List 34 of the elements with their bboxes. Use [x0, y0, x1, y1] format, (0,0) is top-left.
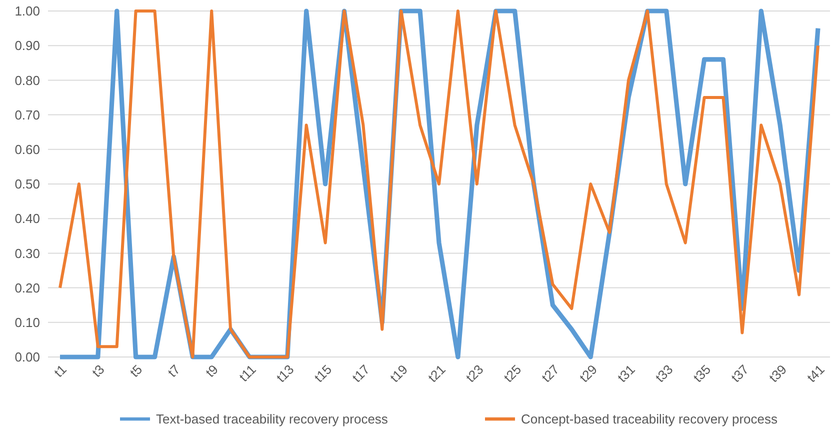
x-tick-label: t25	[500, 362, 524, 386]
x-tick-label: t29	[576, 362, 600, 386]
legend-label: Text-based traceability recovery process	[156, 412, 388, 427]
x-tick-label: t21	[424, 362, 448, 386]
y-tick-label: 0.90	[14, 38, 40, 54]
x-tick-label: t17	[349, 362, 373, 386]
y-tick-label: 0.80	[14, 72, 40, 88]
x-tick-label: t9	[202, 362, 221, 380]
x-tick-label: t3	[88, 362, 108, 380]
x-tick-label: t13	[273, 362, 297, 386]
y-tick-label: 0.40	[14, 211, 40, 226]
x-tick-label: t37	[728, 362, 752, 386]
x-tick-label: t7	[164, 362, 184, 380]
x-tick-label: t41	[804, 362, 828, 386]
y-tick-label: 0.30	[14, 246, 40, 261]
x-tick-label: t39	[766, 362, 790, 386]
x-tick-label: t5	[126, 362, 146, 380]
x-tick-label: t15	[311, 362, 335, 386]
x-tick-label: t1	[51, 362, 70, 380]
legend-label: Concept-based traceability recovery process	[521, 412, 778, 427]
y-tick-label: 0.60	[14, 142, 40, 157]
x-tick-label: t35	[690, 362, 714, 386]
y-tick-label: 0.20	[14, 280, 40, 296]
x-tick-label: t11	[236, 362, 259, 384]
x-tick-label: t27	[538, 362, 562, 386]
x-tick-label: t23	[462, 362, 486, 386]
y-tick-label: 1.00	[14, 4, 40, 19]
y-tick-label: 0.50	[14, 176, 40, 192]
x-tick-label: t31	[614, 362, 638, 386]
y-tick-label: 0.00	[14, 350, 40, 365]
y-tick-label: 0.10	[14, 314, 40, 330]
x-tick-label: t33	[652, 362, 676, 386]
x-tick-label: t19	[387, 362, 410, 386]
y-tick-label: 0.70	[14, 107, 40, 122]
